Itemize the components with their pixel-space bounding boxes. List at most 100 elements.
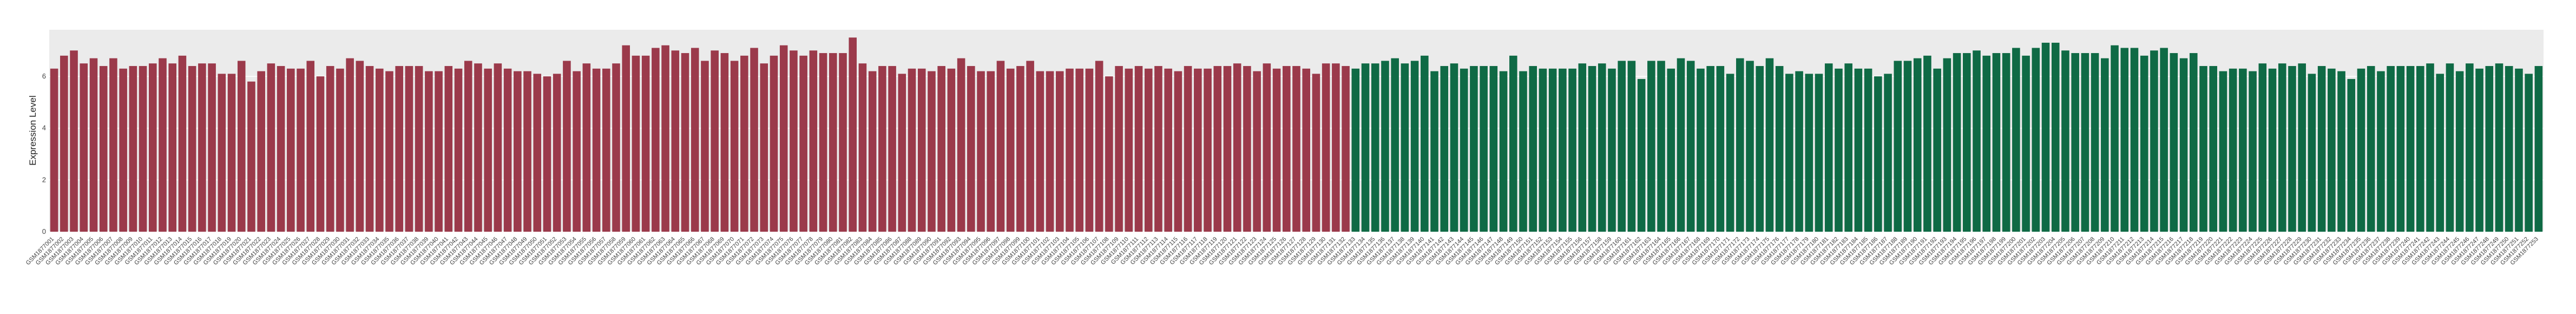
bar (750, 48, 758, 232)
bar (60, 55, 68, 232)
bar (1105, 76, 1113, 232)
bar (237, 61, 246, 232)
bar (1598, 63, 1606, 232)
bar (868, 71, 877, 232)
bar (2317, 66, 2326, 232)
bar (2041, 42, 2050, 232)
bar (1756, 66, 1764, 232)
bar (2150, 50, 2158, 232)
bar (967, 66, 975, 232)
bar (1982, 55, 1991, 232)
bar (2249, 71, 2257, 232)
bar (533, 74, 542, 232)
bar (365, 66, 374, 232)
bar (1627, 61, 1636, 232)
bar (484, 68, 492, 232)
bar (1322, 63, 1330, 232)
bar (1973, 50, 1981, 232)
bar (1036, 71, 1044, 232)
bar (652, 48, 660, 232)
bar (1992, 53, 2001, 232)
bar (2061, 50, 2069, 232)
bar (1430, 71, 1438, 232)
bar (1460, 68, 1468, 232)
bar (740, 55, 748, 232)
bar (553, 74, 561, 232)
bar (2357, 68, 2365, 232)
bar (1125, 68, 1133, 232)
bar (2367, 66, 2375, 232)
bar (2347, 78, 2356, 232)
bar (1667, 68, 1675, 232)
bar (80, 63, 88, 232)
bar (1046, 71, 1054, 232)
bar (119, 68, 127, 232)
bar (1302, 68, 1311, 232)
bar (2081, 53, 2089, 232)
bar (1489, 66, 1498, 232)
bar (2268, 68, 2277, 232)
bar (819, 53, 827, 232)
bar (1815, 74, 1823, 232)
bar (2396, 66, 2405, 232)
bar (346, 58, 354, 232)
bar (2377, 71, 2385, 232)
bar (208, 63, 216, 232)
bar (1559, 68, 1567, 232)
bar (494, 63, 502, 232)
y-tick-label: 6 (42, 72, 46, 80)
bar (425, 71, 433, 232)
bar (1588, 66, 1596, 232)
bar (395, 66, 404, 232)
bar (2328, 68, 2336, 232)
bar (602, 68, 610, 232)
bar (730, 61, 739, 232)
bar (908, 68, 916, 232)
bar (1746, 61, 1754, 232)
bar (1381, 61, 1389, 232)
bar (947, 68, 956, 232)
bar (2160, 48, 2168, 232)
bar (563, 61, 571, 232)
bar (326, 66, 334, 232)
bar (1233, 63, 1241, 232)
bar (1332, 63, 1340, 232)
bar (1006, 68, 1015, 232)
bar (1903, 61, 1912, 232)
bar (375, 68, 384, 232)
bar (1410, 61, 1419, 232)
bar (2298, 63, 2306, 232)
bar (1548, 68, 1557, 232)
bar (2179, 58, 2188, 232)
bar (839, 53, 847, 232)
bar (681, 53, 689, 232)
bar (1115, 66, 1123, 232)
bar (385, 71, 393, 232)
bar (277, 66, 285, 232)
bar (168, 63, 177, 232)
bar (1835, 68, 1843, 232)
bar (1134, 66, 1143, 232)
bar (2278, 63, 2286, 232)
bar (2515, 68, 2523, 232)
bar (957, 58, 965, 232)
bar (2071, 53, 2079, 232)
bar (70, 50, 78, 232)
bar (582, 63, 591, 232)
bar (1066, 68, 1074, 232)
bar (1470, 66, 1478, 232)
bar (1421, 55, 1429, 232)
bar (287, 68, 295, 232)
bar (977, 71, 985, 232)
bar (641, 55, 650, 232)
bar (760, 63, 768, 232)
bar (888, 66, 896, 232)
bar (1292, 66, 1300, 232)
bar (2002, 53, 2010, 232)
bar (809, 50, 818, 232)
bar (691, 48, 699, 232)
bar (2199, 66, 2207, 232)
bar (1637, 78, 1646, 232)
bar (1618, 61, 1626, 232)
